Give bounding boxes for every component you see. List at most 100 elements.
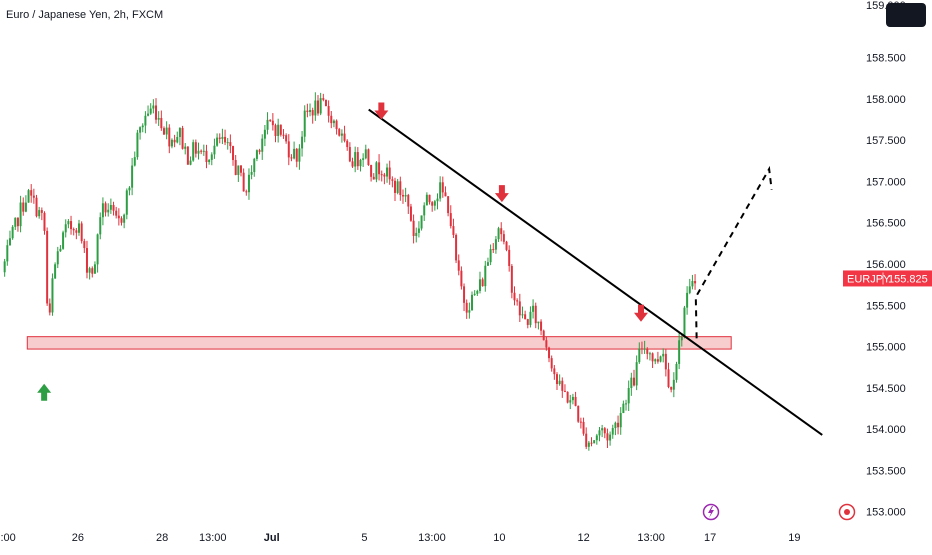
- candle-body: [176, 137, 179, 143]
- candle-body: [601, 428, 604, 431]
- candle-body: [261, 138, 264, 152]
- candle-body: [168, 127, 171, 147]
- candle-body: [88, 268, 91, 273]
- candle-body: [213, 145, 216, 155]
- candle-body: [40, 210, 43, 213]
- candle-body: [407, 195, 410, 207]
- candle-body: [680, 336, 683, 341]
- candle-body: [425, 194, 428, 206]
- candle-body: [155, 105, 158, 120]
- candle-body: [19, 202, 22, 227]
- candle-body: [545, 340, 548, 348]
- candle-body: [577, 405, 580, 422]
- candle-body: [500, 228, 503, 235]
- candle-body: [6, 245, 9, 262]
- candle-body: [322, 98, 325, 100]
- candle-body: [664, 353, 667, 370]
- candle-body: [452, 226, 455, 235]
- candle-body: [149, 108, 152, 114]
- candle-body: [186, 146, 189, 165]
- candle-body: [144, 115, 147, 126]
- candle-body: [311, 110, 314, 116]
- candle-body: [258, 150, 261, 152]
- candle-body: [420, 215, 423, 229]
- candle-body: [160, 117, 163, 129]
- candle-body: [603, 428, 606, 434]
- candle-body: [99, 217, 102, 235]
- candle-body: [354, 152, 357, 167]
- candle-body: [378, 162, 381, 175]
- candles-layer: [3, 92, 697, 451]
- flash-icon[interactable]: [702, 503, 720, 521]
- candle-body: [563, 390, 566, 392]
- candle-body: [399, 181, 402, 196]
- candle-body: [343, 133, 346, 141]
- candle-body: [516, 300, 519, 302]
- candle-body: [316, 100, 319, 114]
- candle-body: [372, 176, 375, 180]
- candle-body: [675, 363, 678, 380]
- candle-body: [117, 215, 120, 219]
- x-tick-label: 13:00: [418, 532, 446, 544]
- candle-body: [162, 128, 165, 135]
- y-tick-label: 154.000: [866, 424, 906, 436]
- candle-body: [694, 281, 697, 284]
- x-tick-label: 13:00: [637, 532, 665, 544]
- candle-body: [436, 198, 439, 202]
- chart-settings-button[interactable]: [886, 3, 926, 27]
- candle-body: [253, 158, 256, 173]
- target-icon[interactable]: [838, 503, 856, 521]
- candle-body: [351, 161, 354, 167]
- candle-body: [593, 440, 596, 444]
- candle-body: [202, 150, 205, 152]
- candle-body: [314, 100, 317, 116]
- candle-body: [542, 330, 545, 341]
- candle-body: [285, 135, 288, 142]
- candle-body: [324, 99, 327, 107]
- candle-body: [96, 234, 99, 265]
- candle-body: [367, 149, 370, 166]
- candle-body: [574, 396, 577, 406]
- candle-body: [269, 119, 272, 121]
- candle-body: [51, 278, 54, 313]
- support-zone: [26, 336, 732, 350]
- candle-body: [32, 195, 35, 198]
- candle-body: [595, 435, 598, 441]
- candle-body: [386, 167, 389, 177]
- candle-body: [178, 128, 181, 138]
- candle-body: [141, 125, 144, 128]
- candle-body: [35, 197, 38, 217]
- candle-body: [534, 305, 537, 324]
- candle-body: [192, 142, 195, 161]
- x-tick-label: 19: [788, 532, 800, 544]
- arrow-down-marker: [633, 304, 648, 322]
- y-tick-label: 156.500: [866, 218, 906, 230]
- candle-body: [27, 190, 30, 203]
- candle-body: [64, 224, 67, 233]
- candle-body: [232, 146, 235, 161]
- candle-body: [540, 321, 543, 331]
- candle-body: [107, 209, 110, 213]
- candle-body: [306, 110, 309, 113]
- candle-body: [75, 230, 78, 233]
- candle-body: [78, 223, 81, 233]
- candle-body: [263, 129, 266, 139]
- candle-body: [224, 136, 227, 143]
- icons-layer: [702, 503, 856, 521]
- arrow-down-marker: [494, 185, 509, 203]
- candle-body: [330, 115, 333, 124]
- candle-body: [346, 140, 349, 148]
- candle-body: [247, 174, 250, 193]
- y-tick-label: 153.500: [866, 465, 906, 477]
- y-tick-label: 153.000: [866, 507, 906, 519]
- candle-body: [59, 248, 62, 252]
- candle-body: [327, 106, 330, 116]
- candle-body: [72, 229, 75, 231]
- candle-body: [109, 204, 112, 210]
- y-tick-label: 158.000: [866, 94, 906, 106]
- candle-body: [239, 165, 242, 173]
- candle-body: [274, 125, 277, 137]
- candle-body: [218, 137, 221, 139]
